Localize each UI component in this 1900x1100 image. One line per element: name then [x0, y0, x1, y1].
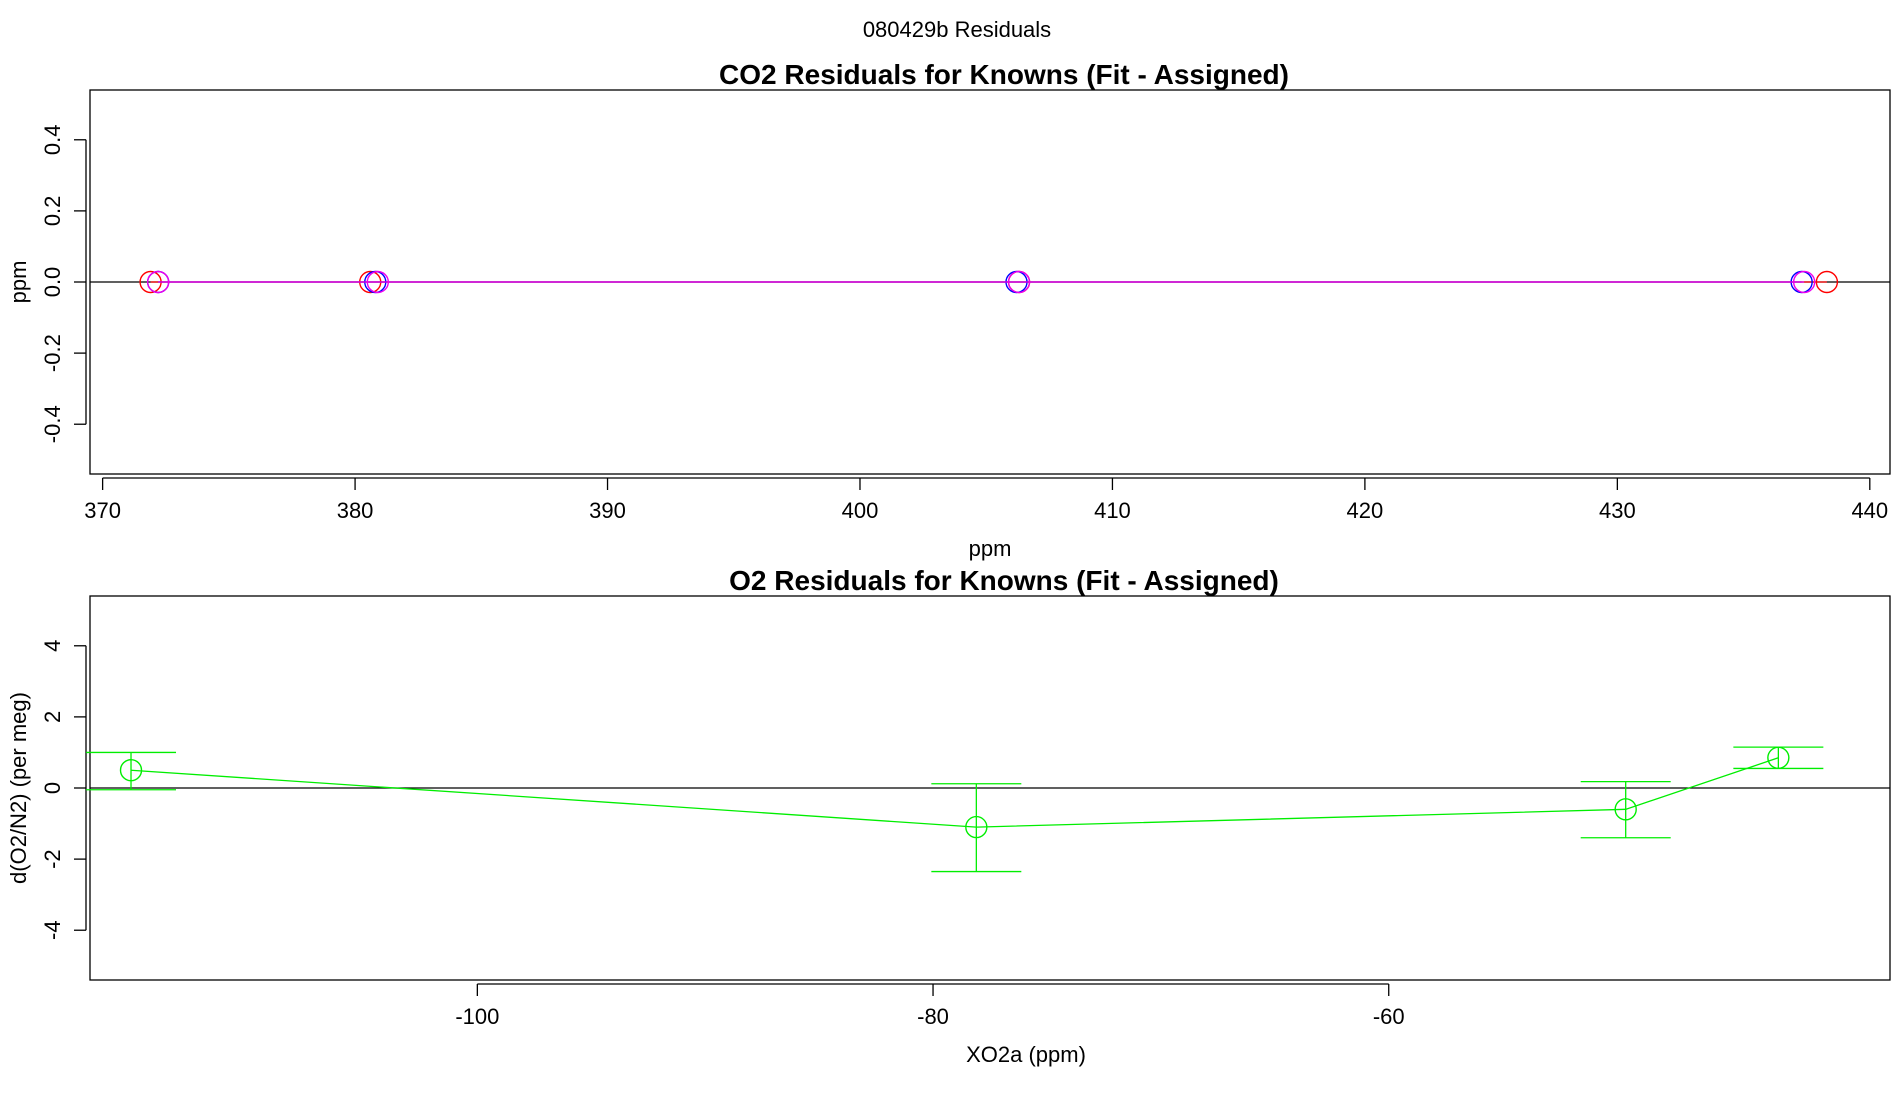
co2-data-point [1792, 270, 1816, 294]
co2-data-point [1815, 270, 1839, 294]
o2-y-tick-label: -4 [40, 920, 65, 940]
co2-x-tick-label: 410 [1094, 498, 1131, 523]
co2-y-tick-label: -0.2 [40, 334, 65, 372]
o2-y-tick-label: 0 [40, 782, 65, 794]
o2-y-tick-label: -2 [40, 849, 65, 869]
o2-panel-title: O2 Residuals for Knowns (Fit - Assigned) [729, 565, 1279, 596]
figure-suptitle: 080429b Residuals [863, 17, 1051, 42]
co2-data-point [146, 270, 170, 294]
co2-y-axis-label: ppm [6, 261, 31, 304]
co2-x-axis-label: ppm [969, 536, 1012, 561]
co2-panel-title: CO2 Residuals for Knowns (Fit - Assigned… [719, 59, 1289, 90]
co2-y-tick-label: 0.0 [40, 267, 65, 298]
co2-x-tick-label: 440 [1851, 498, 1888, 523]
co2-x-tick-label: 400 [842, 498, 879, 523]
co2-x-tick-label: 380 [337, 498, 374, 523]
o2-y-tick-label: 2 [40, 711, 65, 723]
co2-plot-content: 370 380 390 400 410 420 430 440 -0.4 -0.2 0.0 0.2 0.… [40, 124, 1890, 523]
o2-y-axis-label: d(O2/N2) (per meg) [6, 692, 31, 884]
co2-x-tick-label: 370 [84, 498, 121, 523]
co2-residuals-panel: CO2 Residuals for Knowns (Fit - Assigned… [6, 59, 1891, 561]
co2-x-tick-label: 420 [1347, 498, 1384, 523]
co2-data-point [366, 270, 389, 294]
o2-y-tick-label: 4 [40, 640, 65, 652]
o2-data-point [1767, 746, 1790, 769]
o2-data-point [1614, 798, 1637, 821]
co2-y-tick-label: 0.2 [40, 196, 65, 227]
o2-x-axis-label: XO2a (ppm) [966, 1042, 1086, 1067]
o2-data-point [965, 815, 988, 839]
co2-y-tick-label: 0.4 [40, 124, 65, 155]
o2-residuals-panel: O2 Residuals for Knowns (Fit - Assigned)… [6, 565, 1891, 1067]
o2-plot-content: -100 -80 -60 -4 -2 0 2 4 [40, 640, 1890, 1029]
co2-x-tick-label: 430 [1599, 498, 1636, 523]
o2-x-tick-label: -100 [455, 1004, 499, 1029]
o2-series-0-line [130, 757, 1779, 828]
co2-x-tick-label: 390 [589, 498, 626, 523]
co2-y-tick-label: -0.4 [40, 405, 65, 443]
o2-data-point [119, 759, 143, 782]
o2-x-tick-label: -80 [917, 1004, 949, 1029]
o2-x-tick-label: -60 [1373, 1004, 1405, 1029]
co2-data-point [1007, 270, 1031, 294]
